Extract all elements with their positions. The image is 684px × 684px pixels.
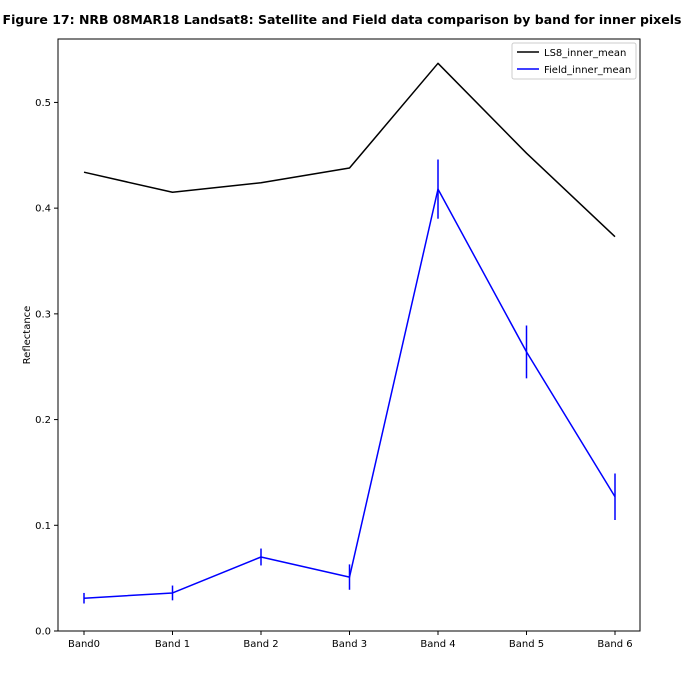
- y-tick-label: 0.2: [35, 415, 51, 426]
- x-tick-label: Band 5: [509, 639, 544, 650]
- legend-entry-ls8-inner-mean: LS8_inner_mean: [544, 48, 626, 59]
- x-tick-label: Band 1: [155, 639, 190, 650]
- y-axis-ticks: 0.0 0.1 0.2 0.3 0.4 0.5: [35, 98, 58, 638]
- x-tick-label: Band 2: [243, 639, 278, 650]
- x-tick-label: Band 3: [332, 639, 367, 650]
- x-axis-ticks: Band0 Band 1 Band 2 Band 3 Band 4 Band 5 Band …: [68, 631, 633, 650]
- y-axis-label: Reflectance: [22, 306, 33, 365]
- series-line-ls8-inner-mean: [83, 62, 616, 238]
- legend: LS8_inner_mean Field_inner_mean: [511, 42, 637, 80]
- plot-frame: [57, 38, 641, 632]
- y-tick-label: 0.4: [35, 204, 51, 215]
- y-tick-label: 0.5: [35, 98, 51, 109]
- x-tick-label: Band 4: [420, 639, 455, 650]
- y-tick-label: 0.1: [35, 521, 51, 532]
- y-tick-label: 0.3: [35, 309, 51, 320]
- x-tick-label: Band0: [68, 639, 100, 650]
- x-tick-label: Band 6: [597, 639, 632, 650]
- y-tick-label: 0.0: [35, 627, 51, 638]
- legend-entry-field-inner-mean: Field_inner_mean: [544, 65, 631, 76]
- series-layer: [83, 62, 616, 604]
- legend-box: [511, 42, 637, 80]
- chart-title: Figure 17: NRB 08MAR18 Landsat8: Satelli…: [3, 12, 682, 27]
